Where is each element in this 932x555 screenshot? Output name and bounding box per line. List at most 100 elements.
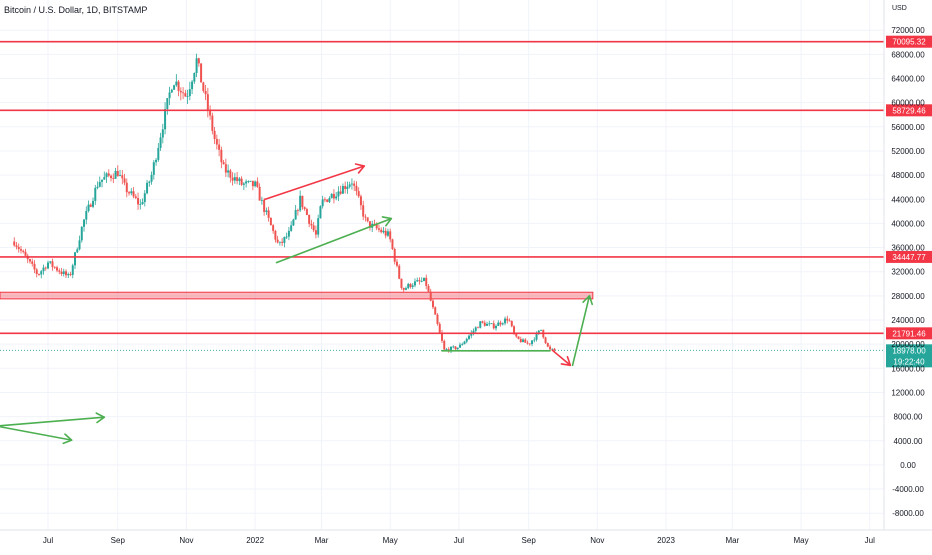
candle-body (258, 186, 261, 201)
level-label: 70095.32 (892, 38, 926, 47)
green-arrow-line[interactable] (275, 217, 393, 264)
candle-body (112, 178, 115, 179)
time-tick-label: May (383, 536, 398, 545)
red-arrow-head (560, 355, 572, 367)
candle-body (161, 129, 164, 138)
candle-body (377, 228, 380, 230)
candle-body (33, 263, 36, 270)
candle-body (296, 210, 299, 211)
time-tick-label: 2022 (246, 536, 264, 545)
candle-body (411, 285, 414, 287)
candle-body (103, 177, 106, 180)
candle-body (209, 110, 212, 116)
horizontal-levels[interactable]: 70095.32 58729.46 34447.77 21791.46 18978.00… (0, 35, 932, 368)
drawings[interactable] (0, 163, 594, 445)
level-label: 58729.46 (892, 106, 926, 115)
candle-body (121, 175, 124, 179)
candle-body (13, 241, 16, 246)
candle-body (330, 193, 333, 199)
candle-body (62, 271, 65, 274)
candle-body (197, 58, 200, 64)
candle-body (463, 341, 466, 345)
candle-body (312, 225, 315, 231)
candle-body (265, 210, 268, 212)
candle-body (202, 82, 205, 91)
candle-body (524, 339, 527, 343)
candle-body (499, 322, 502, 325)
green-arrow-line[interactable] (0, 416, 106, 427)
time-tick-label: Sep (111, 536, 126, 545)
candle-body (272, 225, 275, 231)
price-tick-label: 60000.00 (891, 99, 925, 108)
candle-body (341, 186, 344, 194)
candle-body (204, 90, 207, 95)
candle-body (326, 199, 329, 202)
candle-body (177, 81, 180, 91)
candle-body (231, 177, 234, 181)
price-axis[interactable]: 72000.00 68000.00 64000.00 60000.00 56000.00… (883, 0, 925, 530)
time-axis[interactable]: Jul Sep Nov 2022 Mar May Jul Sep Nov 2023 Mar May Ju… (0, 529, 932, 545)
candle-body (299, 195, 302, 211)
currency-label: USD (892, 5, 907, 12)
price-tick-label: 24000.00 (891, 316, 925, 325)
price-tick-label: 64000.00 (891, 75, 925, 84)
candle-body (229, 170, 232, 178)
candle-body (49, 261, 52, 263)
candle-body (211, 115, 214, 131)
candle-body (319, 206, 322, 219)
candle-body (461, 344, 464, 345)
candle-body (249, 180, 252, 182)
candle-body (413, 281, 416, 286)
candle-body (159, 137, 162, 148)
candle-body (24, 251, 27, 256)
candle-body (483, 322, 486, 326)
candle-body (35, 269, 38, 274)
level-label-bg (886, 327, 932, 340)
candle-body (359, 196, 362, 206)
candle-body (168, 92, 171, 99)
candle-body (195, 58, 198, 74)
grid-lines (0, 0, 884, 530)
support-zone-rect[interactable] (0, 291, 594, 300)
candle-body (495, 325, 498, 329)
candle-body (85, 210, 88, 220)
candle-body (303, 207, 306, 210)
candle-body (546, 343, 549, 347)
candle-body (47, 262, 49, 269)
candle-body (132, 191, 135, 197)
price-tick-label: 48000.00 (891, 171, 925, 180)
candle-body (510, 320, 513, 327)
candle-body (456, 347, 459, 350)
green-arrow-line[interactable] (571, 295, 591, 367)
candle-body (434, 307, 437, 315)
green-arrow-line[interactable] (0, 426, 73, 441)
price-tick-label: 12000.00 (891, 388, 925, 397)
candle-body (101, 179, 104, 182)
red-arrow-line[interactable] (264, 165, 366, 201)
candle-body (339, 191, 342, 194)
candle-body (364, 216, 367, 218)
candle-body (218, 144, 221, 150)
candle-body (404, 288, 407, 290)
candle-body (407, 283, 410, 289)
level-label: 34447.77 (892, 253, 926, 262)
level-label-bg (886, 250, 932, 263)
candle-body (215, 138, 218, 145)
candle-body (454, 346, 457, 350)
candle-body (60, 271, 63, 274)
candle-body (368, 221, 371, 228)
candle-body (427, 285, 430, 292)
candle-body (65, 271, 68, 276)
candle-body (37, 273, 40, 275)
candle-body (123, 178, 126, 183)
candle-body (287, 230, 290, 237)
candle-body (17, 246, 20, 250)
candle-body (105, 173, 108, 178)
price-tick-label: 44000.00 (891, 195, 925, 204)
candle-body (53, 266, 56, 268)
time-tick-label: Jul (865, 536, 875, 545)
candle-body (285, 236, 288, 238)
red-arrow-line[interactable] (551, 349, 572, 367)
